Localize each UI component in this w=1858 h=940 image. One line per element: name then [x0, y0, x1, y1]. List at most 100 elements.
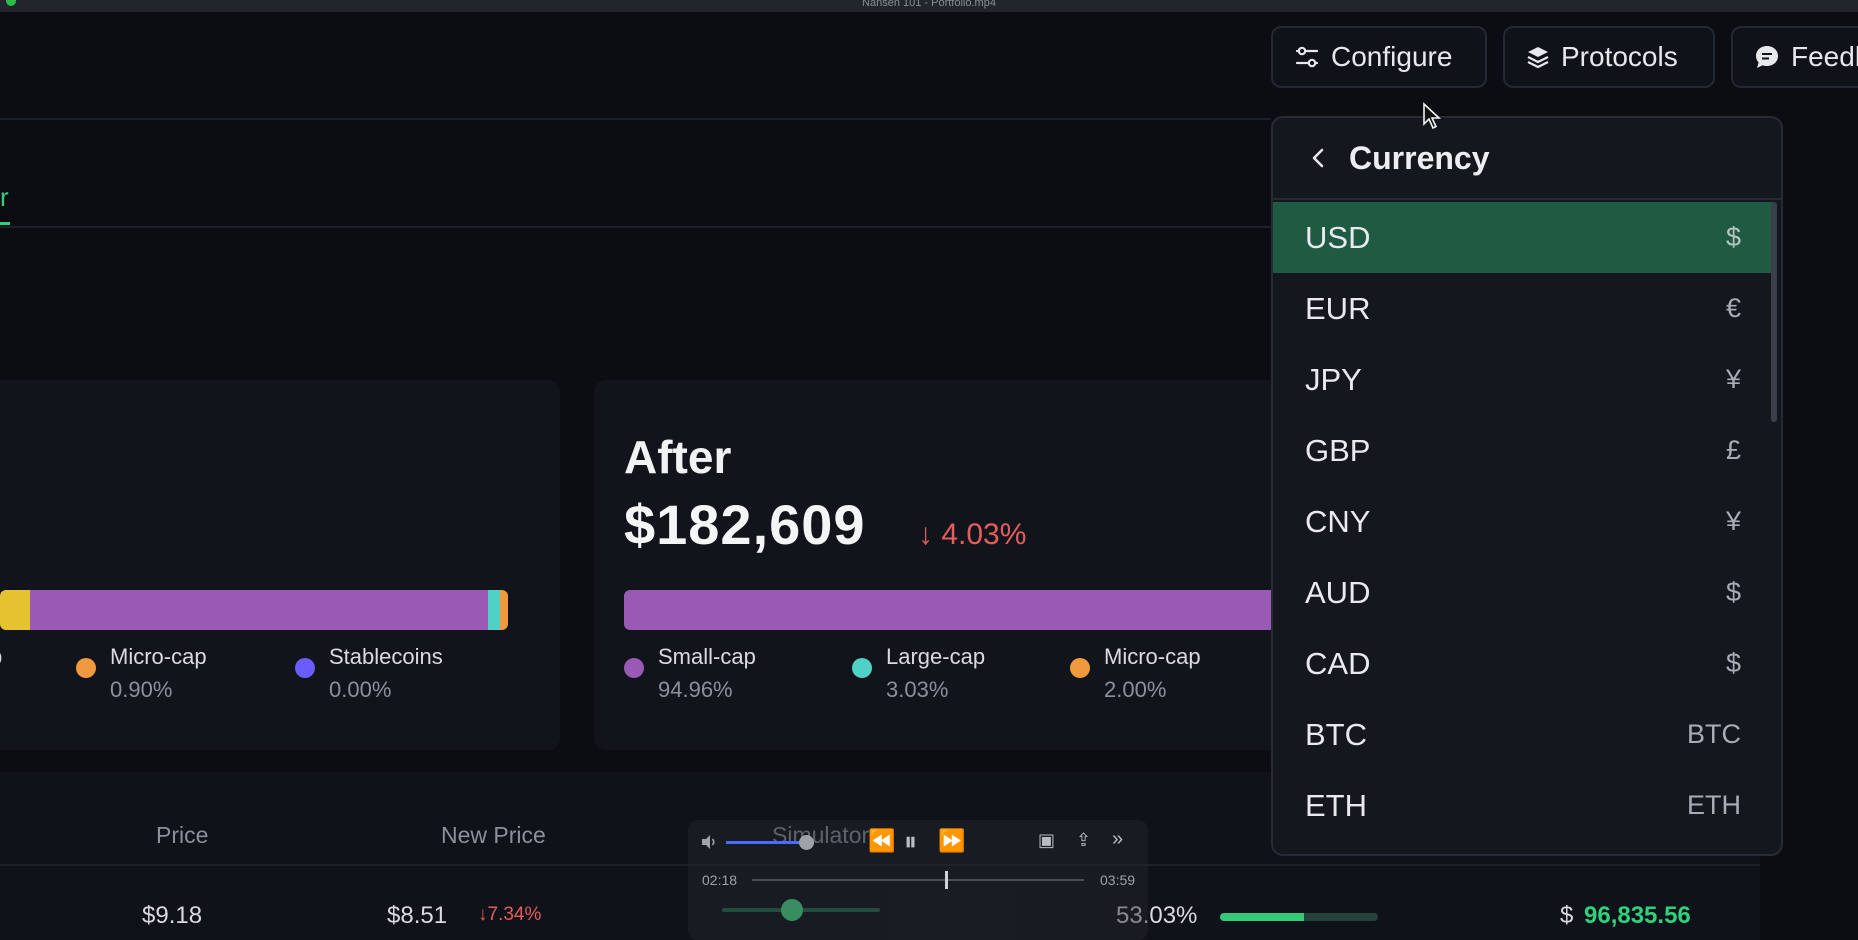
- tabs-divider: [0, 226, 1271, 228]
- currency-code: CAD: [1305, 645, 1371, 681]
- currency-code: GBP: [1305, 432, 1371, 468]
- legend-label: p: [0, 642, 2, 672]
- currency-option-eur[interactable]: EUR €: [1273, 273, 1773, 344]
- bar-segment-mid-cap: [0, 590, 31, 630]
- cell-simulator-pct: 53.03%: [1116, 902, 1198, 929]
- feedback-button[interactable]: Feedl: [1731, 26, 1858, 88]
- currency-option-cad[interactable]: CAD $: [1273, 628, 1773, 699]
- currency-code: USD: [1305, 219, 1371, 255]
- after-legend-item-2: Micro-cap 2.00%: [1070, 642, 1201, 708]
- legend-value: 3.03%: [886, 677, 949, 702]
- currency-symbol: ETH: [1687, 790, 1741, 820]
- fast-forward-icon[interactable]: ⏩: [938, 828, 966, 853]
- currency-code: ETH: [1305, 787, 1367, 823]
- after-change: ↓ 4.03%: [918, 518, 1027, 551]
- currency-symbol: BTC: [1687, 719, 1741, 749]
- after-legend-item-1: Large-cap 3.03%: [852, 642, 985, 708]
- after-title: After: [624, 431, 732, 483]
- cell-price: $9.18: [142, 902, 203, 929]
- currency-symbol: $: [1725, 222, 1741, 252]
- picture-in-picture-icon[interactable]: ▣: [1038, 830, 1056, 850]
- currency-symbol: $: [1725, 648, 1741, 678]
- currency-symbol: $: [1725, 577, 1741, 607]
- currency-dropdown: Currency USD $ EUR € JPY ¥ GBP £ CNY ¥ AUD $ CAD $ BTC…: [1271, 116, 1783, 856]
- rewind-icon[interactable]: ⏪: [868, 828, 896, 853]
- currency-code: AUD: [1305, 574, 1371, 610]
- legend-dot: [852, 658, 872, 678]
- total-duration: 03:59: [1100, 872, 1136, 888]
- currency-symbol: €: [1725, 293, 1741, 323]
- currency-code: CNY: [1305, 503, 1371, 539]
- before-card: p Micro-cap 0.90% Stablecoins 0.00%: [0, 380, 560, 750]
- currency-option-jpy[interactable]: JPY ¥: [1273, 344, 1773, 415]
- active-tab-underline: [0, 222, 10, 225]
- after-card: After $182,609 ↓ 4.03% Small-cap 94.96% …: [594, 380, 1314, 750]
- before-allocation-bar: [0, 590, 508, 630]
- scrubber-track[interactable]: [752, 879, 1084, 881]
- chat-bubble-icon: [1756, 46, 1778, 68]
- bar-segment-small-cap: [624, 590, 1314, 630]
- currency-code: JPY: [1305, 361, 1362, 397]
- legend-label: Stablecoins: [329, 644, 443, 669]
- volume-knob[interactable]: [799, 835, 814, 850]
- elapsed-time: 02:18: [702, 872, 738, 888]
- currency-symbol: £: [1725, 435, 1741, 465]
- currency-option-gbp[interactable]: GBP £: [1273, 415, 1773, 486]
- protocols-label: Protocols: [1561, 41, 1678, 72]
- volume-icon[interactable]: [700, 834, 718, 850]
- bar-segment-micro-cap: [500, 590, 508, 630]
- col-header-price[interactable]: Price: [156, 822, 209, 848]
- simulator-progress-track: [1220, 913, 1378, 921]
- legend-dot: [76, 658, 96, 678]
- window-close-dot[interactable]: [6, 0, 16, 6]
- volume-slider-fill[interactable]: [726, 841, 801, 844]
- scrubber-playhead[interactable]: [944, 871, 948, 889]
- before-legend-item-0: p: [0, 642, 2, 672]
- simulator-progress-fill: [1220, 913, 1304, 921]
- after-total-value: $182,609: [624, 493, 866, 556]
- currency-title: Currency: [1349, 139, 1490, 176]
- cell-value: 96,835.56: [1584, 902, 1691, 929]
- tab-partial-label[interactable]: r: [0, 182, 9, 212]
- feedback-label: Feedl: [1791, 41, 1858, 72]
- currency-scrollbar[interactable]: [1771, 202, 1777, 422]
- window-titlebar: Nansen 101 - Portfolio.mp4: [0, 0, 1858, 12]
- legend-dot: [1070, 658, 1090, 678]
- before-legend-item-1: Micro-cap 0.90%: [76, 642, 207, 708]
- mouse-cursor-icon: [1423, 102, 1442, 130]
- sliders-icon: [1295, 46, 1319, 68]
- window-title: Nansen 101 - Portfolio.mp4: [862, 0, 996, 9]
- legend-label: Small-cap: [658, 644, 756, 669]
- configure-button[interactable]: Configure: [1271, 26, 1487, 88]
- currency-code: BTC: [1305, 716, 1367, 752]
- legend-value: 0.90%: [110, 677, 173, 702]
- table-header-divider: [0, 864, 1760, 866]
- legend-value: 2.00%: [1104, 677, 1167, 702]
- currency-option-btc[interactable]: BTC BTC: [1273, 699, 1773, 770]
- currency-option-eth[interactable]: ETH ETH: [1273, 770, 1773, 841]
- before-legend-item-2: Stablecoins 0.00%: [295, 642, 443, 708]
- cell-new-price-change: ↓7.34%: [478, 904, 542, 925]
- protocols-button[interactable]: Protocols: [1503, 26, 1715, 88]
- legend-label: Micro-cap: [110, 644, 207, 669]
- more-icon[interactable]: »: [1112, 828, 1124, 850]
- share-icon[interactable]: ⇪: [1076, 830, 1092, 850]
- configure-label: Configure: [1331, 41, 1453, 72]
- currency-option-cny[interactable]: CNY ¥: [1273, 486, 1773, 557]
- currency-option-usd[interactable]: USD $: [1273, 202, 1773, 273]
- legend-label: Large-cap: [886, 644, 986, 669]
- pause-icon[interactable]: ⏸: [904, 826, 918, 856]
- currency-code: EUR: [1305, 290, 1371, 326]
- col-header-new-price[interactable]: New Price: [441, 822, 546, 848]
- chevron-left-icon[interactable]: [1309, 147, 1327, 169]
- currency-dropdown-header: Currency: [1273, 118, 1781, 200]
- video-player-controls: ⏪ ⏸ ⏩ ▣ ⇪ » 02:18 03:59: [688, 820, 1148, 940]
- legend-dot: [624, 658, 644, 678]
- currency-list: USD $ EUR € JPY ¥ GBP £ CNY ¥ AUD $ CAD $ BTC BTC ETH ETH: [1273, 202, 1773, 841]
- legend-label: Micro-cap: [1104, 644, 1201, 669]
- row-simulator-knob[interactable]: [781, 899, 803, 921]
- after-allocation-bar: [624, 590, 1314, 630]
- legend-dot: [295, 658, 315, 678]
- legend-value: 0.00%: [329, 677, 392, 702]
- currency-option-aud[interactable]: AUD $: [1273, 557, 1773, 628]
